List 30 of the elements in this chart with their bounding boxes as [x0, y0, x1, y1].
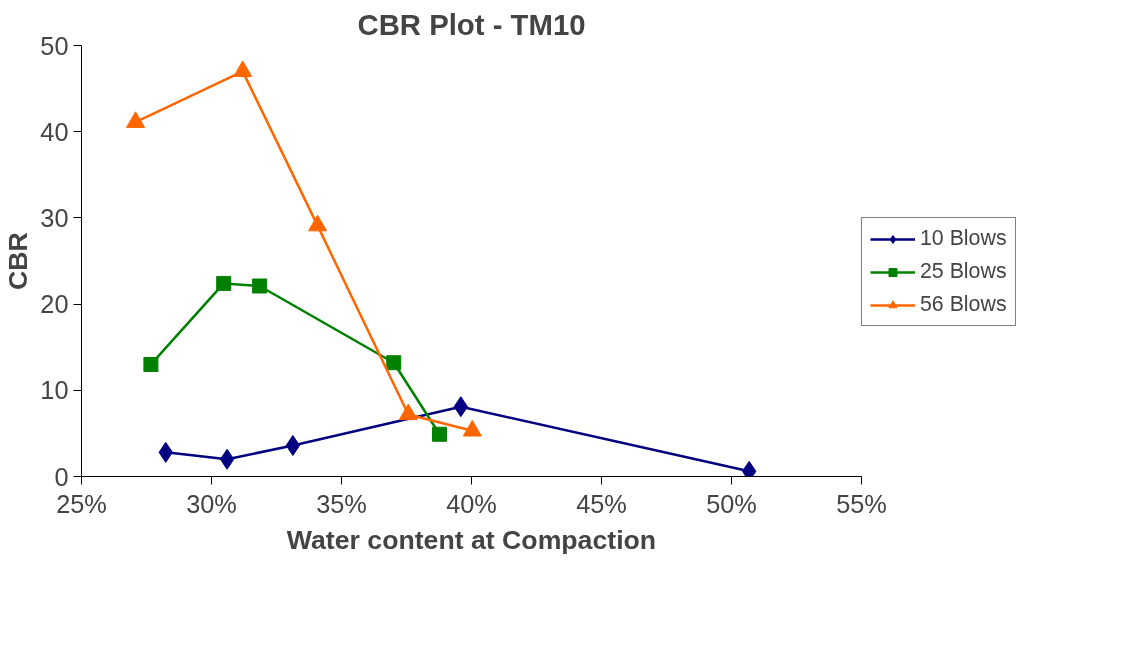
point	[285, 434, 301, 456]
y-tick-label: 0	[54, 462, 69, 491]
legend-label: 25 Blows	[920, 259, 1007, 284]
point	[126, 111, 146, 128]
point	[453, 396, 469, 418]
y-tick-label: 10	[40, 376, 69, 405]
x-tick-label: 35%	[316, 489, 367, 518]
point	[143, 356, 159, 372]
point	[432, 426, 448, 442]
point	[233, 60, 253, 78]
x-tick-label: 25%	[56, 489, 107, 518]
legend-label: 10 Blows	[920, 226, 1007, 251]
y-tick-label: 30	[40, 203, 69, 232]
x-tick-label: 55%	[836, 489, 887, 518]
y-tick-label: 20	[40, 290, 69, 319]
legend-label: 56 Blows	[920, 292, 1007, 317]
x-tick-label: 40%	[446, 489, 497, 518]
y-tick-label: 40	[40, 117, 69, 146]
point	[252, 278, 268, 294]
y-axis-title: CBR	[3, 232, 34, 290]
chart-title: CBR Plot - TM10	[357, 7, 586, 41]
point	[386, 355, 402, 371]
x-axis-title: Water content at Compaction	[286, 524, 657, 555]
x-tick-label: 50%	[706, 489, 757, 518]
x-tick-label: 30%	[186, 489, 237, 518]
y-tick-label: 50	[40, 31, 69, 60]
point	[308, 214, 328, 232]
x-tick-label: 45%	[576, 489, 627, 518]
point	[216, 275, 232, 291]
point	[219, 448, 235, 470]
